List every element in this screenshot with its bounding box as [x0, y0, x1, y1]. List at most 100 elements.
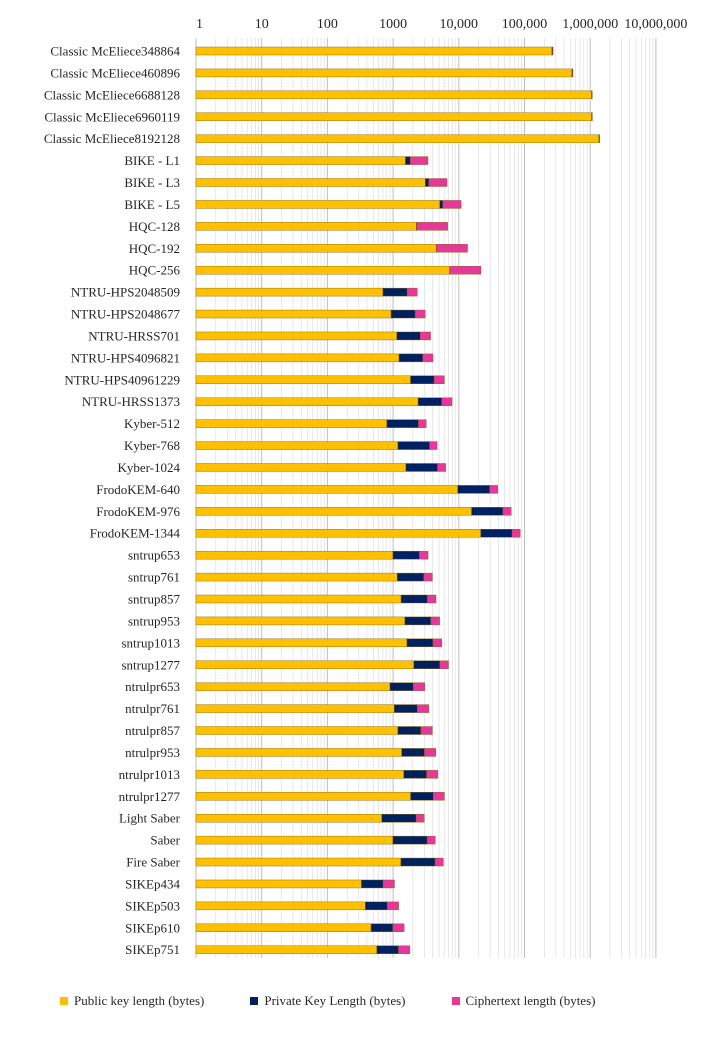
bar-segment-private-key: [413, 660, 440, 669]
bar-segment-private-key: [390, 309, 416, 319]
bar-segment-private-key: [361, 879, 384, 889]
legend-item-public-key: Public key length (bytes): [60, 993, 204, 1009]
x-tick-label: 1: [196, 17, 203, 32]
bar-segment-ciphertext: [410, 156, 429, 165]
category-label: ntrulpr857: [125, 723, 180, 738]
bar-segment-public-key: [195, 156, 406, 165]
grid-lines: [195, 38, 657, 958]
x-tick-label: 1000: [379, 17, 407, 32]
x-axis-ticks: 1 10 100 1000 10,000 100,000 1,000,000 10,000,0…: [196, 17, 687, 32]
bar-segment-public-key: [195, 572, 398, 582]
legend-label-public-key: Public key length (bytes): [74, 993, 205, 1008]
bar-segment-ciphertext: [415, 814, 425, 823]
bar-segment-public-key: [195, 178, 426, 187]
x-tick-label: 10,000: [440, 17, 479, 32]
bar-segment-ciphertext: [426, 835, 436, 845]
bar-segment-public-key: [195, 419, 387, 428]
category-label: sntrup761: [128, 570, 180, 585]
bar-segment-private-key: [400, 594, 428, 604]
bar-segment-public-key: [195, 68, 572, 78]
category-label: Classic McEliece460896: [50, 65, 180, 80]
category-label: NTRU-HRSS701: [88, 328, 180, 343]
bar-segment-private-key: [398, 353, 423, 363]
bar-segment-public-key: [195, 353, 400, 363]
category-label: sntrup653: [128, 548, 180, 563]
bar-segment-ciphertext: [414, 309, 426, 319]
bar-segment-ciphertext: [434, 857, 444, 867]
category-label: BIKE - L3: [124, 175, 180, 190]
bar-segment-public-key: [195, 222, 417, 231]
bar-segment-private-key: [410, 375, 435, 384]
bar-segment-private-key: [370, 923, 393, 932]
bar-segment-private-key: [471, 507, 504, 516]
bar-segment-ciphertext: [439, 660, 449, 669]
bar-segment-ciphertext: [433, 375, 445, 384]
bar-segment-ciphertext: [426, 770, 439, 779]
x-tick-label: 10,000,000: [624, 17, 687, 32]
bar-segment-private-key: [397, 441, 430, 450]
bar-segment-public-key: [195, 857, 402, 867]
bar-segment-ciphertext: [489, 485, 498, 494]
bar-segment-private-key: [405, 156, 411, 165]
category-label: Light Saber: [119, 811, 181, 826]
bar-segment-ciphertext: [437, 463, 446, 472]
bar-segment-private-key: [392, 550, 420, 560]
category-label: FrodoKEM-1344: [90, 526, 181, 541]
x-tick-label: 1,000,000: [562, 17, 618, 32]
bar-segment-ciphertext: [449, 266, 482, 275]
bar-segment-ciphertext: [392, 923, 405, 932]
bar-segment-public-key: [195, 46, 553, 56]
bar-segment-ciphertext: [591, 112, 593, 121]
category-label: SIKEp434: [125, 876, 180, 891]
bar-segment-public-key: [195, 682, 391, 691]
bar-segment-public-key: [195, 835, 394, 845]
bar-segment-public-key: [195, 507, 472, 516]
category-label: NTRU-HRSS1373: [82, 394, 180, 409]
bar-segment-public-key: [195, 90, 592, 100]
bar-segment-public-key: [195, 923, 372, 932]
bar-segment-ciphertext: [502, 507, 512, 516]
category-label: HQC-256: [129, 263, 181, 278]
category-label: Classic McEliece8192128: [44, 131, 180, 146]
bar-segment-public-key: [195, 200, 440, 209]
bar-segment-ciphertext: [398, 945, 411, 954]
category-label: ntrulpr1013: [119, 767, 180, 782]
bar-segment-private-key: [397, 572, 424, 582]
bar-segment-ciphertext: [416, 222, 448, 231]
category-label: sntrup953: [128, 613, 180, 628]
bar-segment-ciphertext: [419, 550, 429, 560]
bar-segment-ciphertext: [433, 792, 445, 801]
bar-segment-private-key: [480, 529, 513, 538]
category-label: SIKEp503: [125, 898, 180, 913]
bar-segment-ciphertext: [424, 748, 437, 757]
bar-segment-public-key: [195, 463, 407, 472]
bar-segment-public-key: [195, 704, 395, 713]
bar-segment-ciphertext: [599, 134, 600, 143]
bar-segment-private-key: [381, 814, 417, 823]
bar-segment-ciphertext: [430, 616, 440, 626]
bar-segment-public-key: [195, 594, 402, 604]
category-label: Kyber-512: [124, 416, 180, 431]
bar-segment-private-key: [365, 901, 388, 911]
legend-label-ciphertext: Ciphertext length (bytes): [465, 993, 596, 1008]
bar-segment-private-key: [397, 726, 422, 735]
legend-swatch-public-key: [60, 997, 68, 1005]
bar-segment-public-key: [195, 550, 394, 560]
category-label: NTRU-HPS2048509: [71, 285, 180, 300]
category-label: ntrulpr1277: [119, 789, 181, 804]
category-label: BIKE - L5: [124, 197, 180, 212]
x-tick-label: 100,000: [502, 17, 548, 32]
bar-segment-private-key: [396, 331, 421, 341]
category-label: NTRU-HPS4096821: [71, 350, 180, 365]
category-label: Kyber-1024: [117, 460, 180, 475]
category-label: sntrup1013: [122, 635, 181, 650]
bar-segment-public-key: [195, 309, 392, 319]
bar-segment-private-key: [393, 704, 418, 713]
category-label: ntrulpr653: [125, 679, 180, 694]
category-label: FrodoKEM-976: [96, 504, 180, 519]
category-label: sntrup857: [128, 592, 181, 607]
category-label: BIKE - L1: [124, 153, 180, 168]
bar-segment-public-key: [195, 375, 411, 384]
bar-segment-ciphertext: [406, 287, 418, 297]
